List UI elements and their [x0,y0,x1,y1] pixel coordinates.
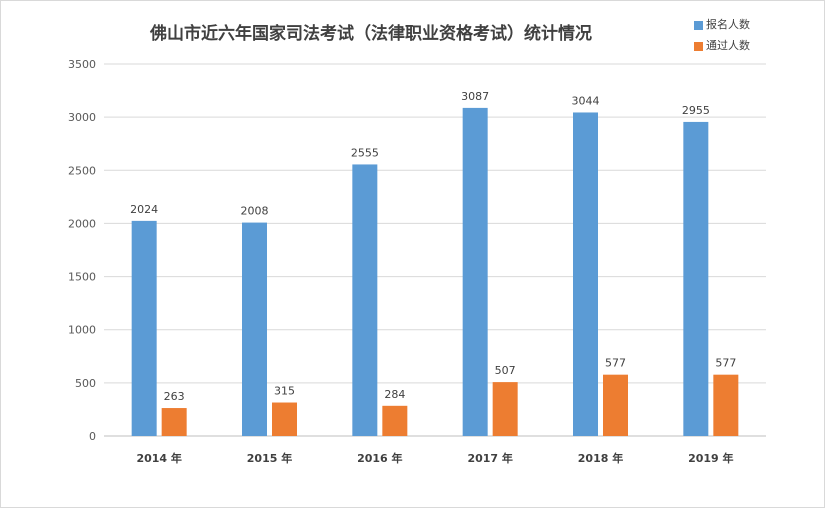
data-label: 2555 [351,146,379,159]
y-tick-label: 500 [75,377,96,390]
legend-label-series-2: 通过人数 [706,39,750,52]
data-label: 2024 [130,203,158,216]
legend-swatch-series-2 [694,41,703,51]
bar-series-1 [352,164,378,436]
data-label: 577 [715,357,736,370]
x-tick-label: 2016 年 [357,451,402,465]
chart-title: 佛山市近六年国家司法考试（法律职业资格考试）统计情况 [150,24,592,44]
data-label: 3087 [461,90,489,103]
bar-series-2 [713,374,739,436]
y-tick-label: 3500 [68,58,96,71]
x-tick-label: 2019 年 [688,451,733,465]
y-tick-label: 1500 [68,271,96,284]
data-label: 577 [605,357,626,370]
x-tick-label: 2015 年 [247,451,292,465]
x-tick-label: 2018 年 [578,451,623,465]
data-label: 507 [495,364,516,377]
bar-series-2 [272,402,297,436]
x-tick-label: 2017 年 [467,451,512,465]
data-label: 2008 [241,205,269,218]
y-tick-label: 2500 [68,164,96,177]
y-tick-label: 3000 [68,111,96,124]
data-label: 3044 [572,94,600,107]
bar-series-2 [603,374,628,436]
y-tick-label: 2000 [68,217,96,230]
bar-series-1 [242,222,267,436]
y-tick-label: 1000 [68,324,96,337]
bar-series-1 [573,112,598,437]
bar-series-1 [683,121,709,436]
x-tick-label: 2014 年 [136,451,181,465]
data-label: 2955 [682,104,710,117]
legend-label-series-1: 报名人数 [706,18,750,31]
legend-item-series-1: 报名人数 [694,18,750,32]
legend-swatch-series-1 [694,20,703,30]
bar-series-2 [161,408,187,436]
bar-series-1 [131,220,157,436]
bar-series-2 [382,405,408,436]
bar-series-2 [492,382,518,436]
legend-item-series-2: 通过人数 [694,39,750,53]
bar-series-1 [462,107,488,437]
data-label: 284 [384,388,405,401]
data-label: 263 [164,390,185,403]
data-label: 315 [274,385,295,398]
y-tick-label: 0 [89,430,96,443]
